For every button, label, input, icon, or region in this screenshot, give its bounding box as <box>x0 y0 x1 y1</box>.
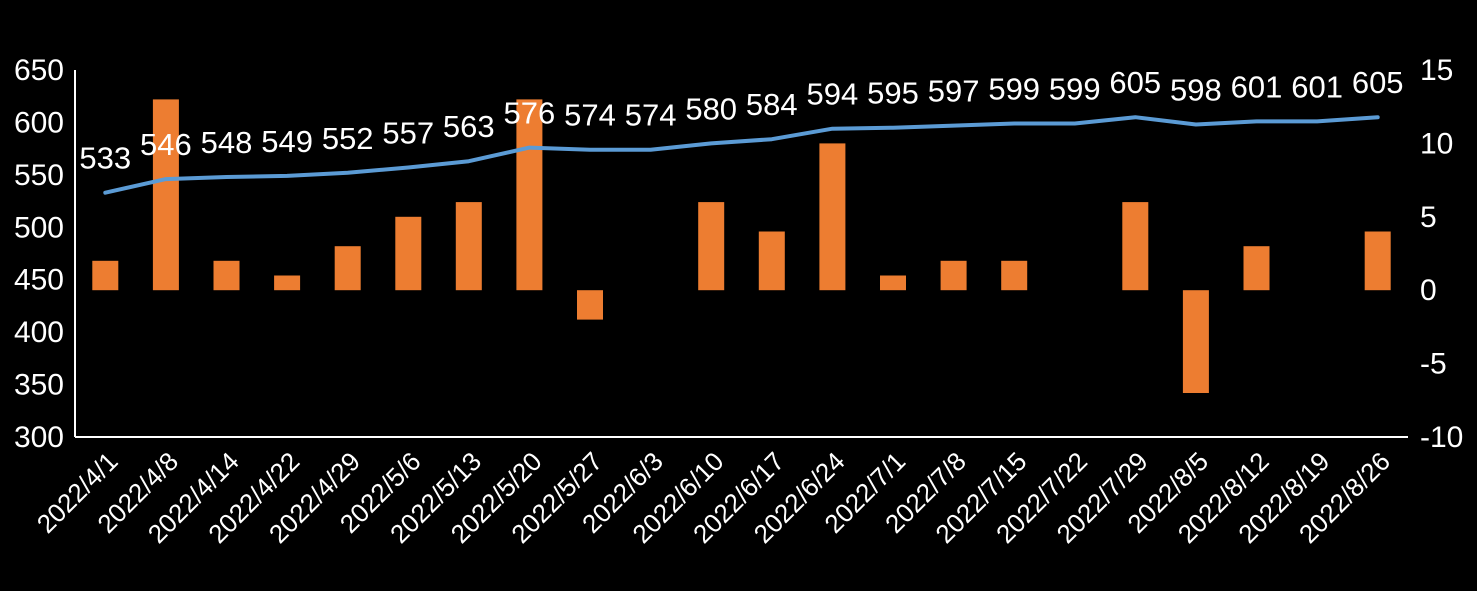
left-tick-label: 650 <box>14 54 64 87</box>
bar <box>274 275 301 291</box>
bar <box>455 202 482 291</box>
bar <box>940 260 967 291</box>
bar <box>1122 202 1149 291</box>
point-label: 584 <box>746 87 798 122</box>
left-tick-label: 400 <box>14 316 64 349</box>
right-tick-label: 5 <box>1420 201 1437 234</box>
point-label: 557 <box>382 116 434 151</box>
line-series <box>103 115 1380 195</box>
bar <box>152 99 179 291</box>
point-label: 601 <box>1291 69 1343 104</box>
bar <box>880 275 906 291</box>
right-tick-label: -5 <box>1420 348 1447 381</box>
bar <box>819 143 846 291</box>
left-tick-label: 300 <box>14 421 64 454</box>
point-label: 599 <box>988 72 1040 107</box>
right-tick-label: 0 <box>1420 274 1437 307</box>
bar <box>516 99 543 291</box>
point-label: 563 <box>443 109 495 144</box>
bar <box>213 260 240 291</box>
point-label: 574 <box>625 98 677 133</box>
point-label: 576 <box>504 96 556 131</box>
point-label: 601 <box>1231 69 1283 104</box>
right-tick-label: 15 <box>1420 54 1453 87</box>
point-label: 605 <box>1352 65 1404 100</box>
left-tick-label: 450 <box>14 264 64 297</box>
bar <box>1243 246 1270 291</box>
left-tick-label: 600 <box>14 106 64 139</box>
point-label: 594 <box>807 77 859 112</box>
left-tick-label: 500 <box>14 211 64 244</box>
bar <box>1182 290 1209 393</box>
point-label: 595 <box>867 76 919 111</box>
bar <box>758 231 785 291</box>
point-label: 580 <box>685 91 737 126</box>
point-label: 548 <box>201 125 253 160</box>
point-label: 546 <box>140 127 192 162</box>
bar <box>92 260 119 291</box>
point-label: 599 <box>1049 72 1101 107</box>
bar <box>1001 260 1028 291</box>
point-label: 598 <box>1170 73 1222 108</box>
bar <box>577 290 603 320</box>
point-label: 605 <box>1109 65 1161 100</box>
right-tick-label: 10 <box>1420 127 1453 160</box>
bar <box>698 202 725 291</box>
point-label: 549 <box>261 124 313 159</box>
bar <box>395 216 422 291</box>
point-label: 552 <box>322 121 374 156</box>
left-tick-label: 550 <box>14 159 64 192</box>
bar <box>334 246 361 291</box>
right-tick-label: -10 <box>1420 421 1463 454</box>
left-tick-label: 350 <box>14 369 64 402</box>
point-label: 574 <box>564 98 616 133</box>
bar <box>1364 231 1391 291</box>
point-label: 597 <box>928 74 980 109</box>
point-label: 533 <box>79 141 131 176</box>
